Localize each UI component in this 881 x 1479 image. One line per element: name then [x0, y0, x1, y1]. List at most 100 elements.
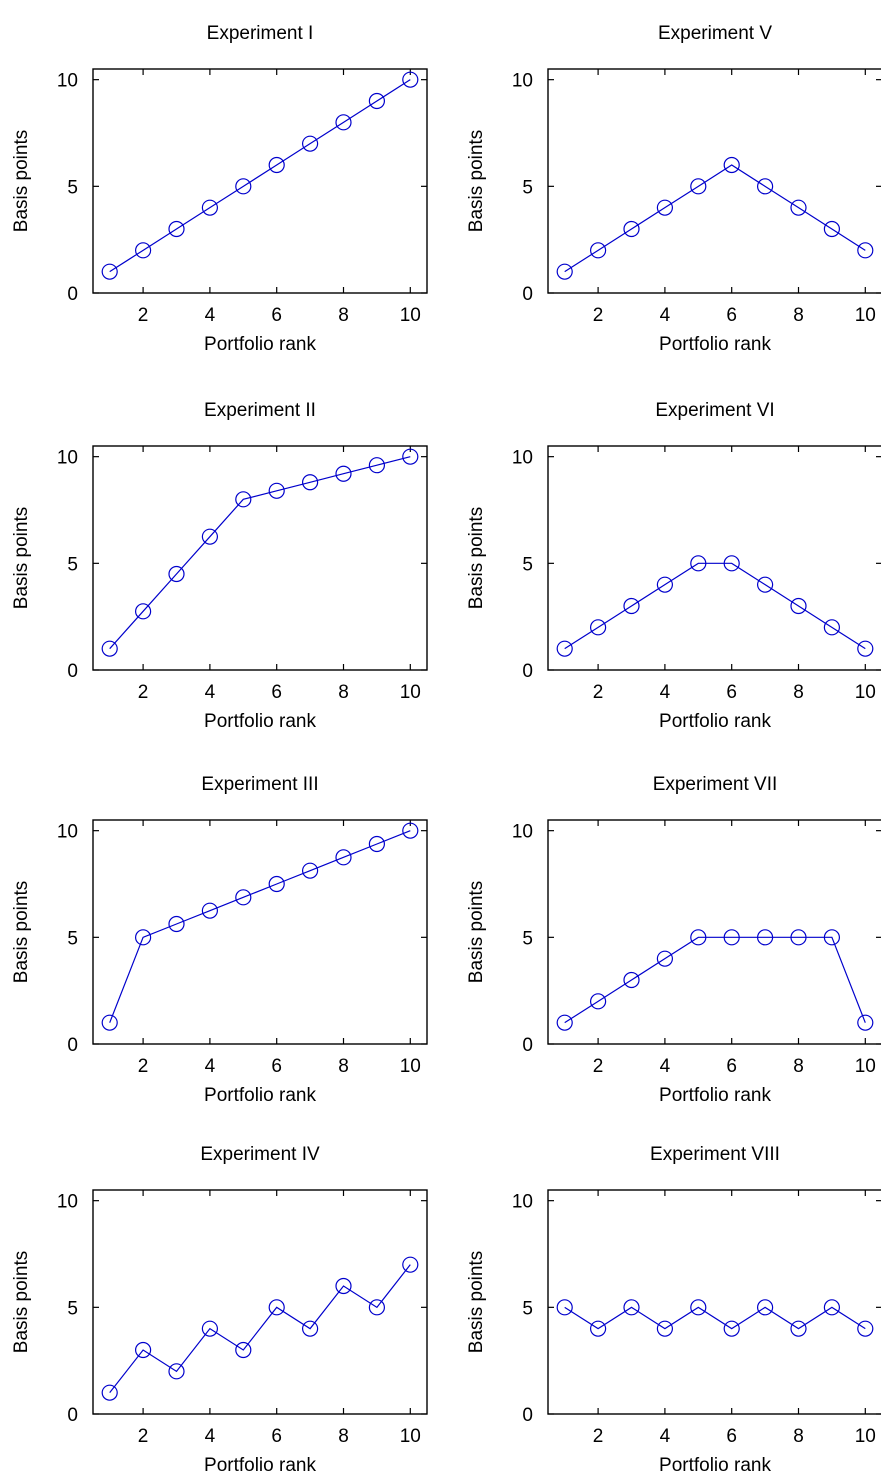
plot-frame: [92, 445, 428, 671]
data-point: [302, 1320, 319, 1337]
x-tick-label: 8: [793, 1056, 804, 1077]
data-point: [723, 555, 740, 572]
y-tick-label: 0: [67, 284, 78, 305]
data-point: [589, 993, 607, 1010]
plot-frame: [547, 68, 881, 294]
data-point: [823, 1299, 841, 1316]
y-axis-label: Basis points: [11, 881, 32, 983]
data-point: [101, 640, 118, 657]
y-tick-label: 5: [522, 177, 533, 198]
data-point: [402, 71, 419, 88]
data-point: [790, 929, 807, 946]
data-point: [656, 199, 674, 216]
x-tick-label: 10: [855, 1056, 876, 1077]
data-point: [723, 1320, 740, 1337]
data-point: [268, 156, 285, 174]
y-tick-label: 5: [67, 177, 78, 198]
data-point: [656, 950, 674, 967]
data-point: [823, 220, 841, 238]
y-tick-label: 5: [522, 928, 533, 949]
data-point: [623, 597, 640, 615]
data-point: [368, 1299, 385, 1316]
data-point: [790, 1320, 807, 1337]
y-tick-label: 0: [522, 1035, 533, 1056]
data-point: [402, 1256, 419, 1273]
plot-frame: [92, 1189, 428, 1415]
x-tick-label: 4: [205, 1056, 216, 1077]
x-tick-label: 8: [793, 682, 804, 703]
x-tick-label: 10: [400, 1056, 421, 1077]
y-tick-label: 5: [522, 554, 533, 575]
x-axis-label: Portfolio rank: [659, 334, 771, 355]
chart-panel-7: Experiment IV 2 4 6 8 10 0 5 10 Portfolio rank Bas…: [11, 1144, 428, 1476]
data-point: [556, 1299, 573, 1316]
y-tick-label: 10: [512, 822, 533, 843]
data-point: [857, 1320, 874, 1337]
chart-panel-1: Experiment I 2 4 6 8 10 0 5 10 Portfolio rank Basi…: [11, 23, 428, 355]
chart-panel-4: Experiment VI 2 4 6 8 10 0 5 10 Portfolio rank Bas…: [466, 400, 881, 732]
x-tick-label: 8: [338, 1426, 349, 1447]
series-line: [564, 1306, 866, 1330]
data-point: [135, 603, 152, 620]
x-tick-label: 2: [138, 1426, 149, 1447]
data-point: [335, 465, 352, 482]
y-tick-label: 0: [522, 284, 533, 305]
data-point: [101, 263, 118, 280]
data-point: [690, 178, 707, 195]
data-point: [556, 640, 573, 657]
data-point: [690, 1299, 707, 1316]
data-point: [656, 576, 674, 593]
y-tick-label: 10: [57, 1192, 78, 1213]
y-axis-label: Basis points: [11, 130, 32, 232]
chart-panel-5: Experiment III 2 4 6 8 10 0 5 10 Portfolio rank Ba…: [11, 774, 428, 1106]
data-point: [135, 1341, 152, 1359]
x-tick-label: 4: [205, 305, 216, 326]
data-point: [589, 619, 607, 636]
x-tick-label: 10: [855, 1426, 876, 1447]
data-point: [168, 915, 185, 933]
x-tick-label: 4: [660, 305, 671, 326]
y-axis-label: Basis points: [11, 1251, 32, 1353]
y-tick-label: 10: [512, 448, 533, 469]
data-point: [335, 849, 352, 866]
x-tick-label: 6: [271, 305, 282, 326]
chart-panel-8: Experiment VIII 2 4 6 8 10 0 5 10 Portfolio rank B…: [466, 1144, 881, 1476]
plot-frame: [547, 819, 881, 1045]
x-tick-label: 10: [400, 1426, 421, 1447]
plot-frame: [547, 1189, 881, 1415]
chart-panel-2: Experiment V 2 4 6 8 10 0 5 10 Portfolio rank Basi…: [466, 23, 881, 355]
data-point: [623, 1299, 640, 1316]
series-line: [564, 562, 866, 650]
data-point: [756, 1299, 774, 1316]
x-tick-label: 8: [793, 1426, 804, 1447]
data-point: [857, 1014, 874, 1031]
data-point: [235, 491, 252, 508]
x-tick-label: 2: [138, 305, 149, 326]
series-line: [109, 1264, 411, 1394]
y-tick-label: 0: [67, 1035, 78, 1056]
x-tick-label: 10: [400, 305, 421, 326]
x-tick-label: 4: [660, 1426, 671, 1447]
series-line: [564, 164, 866, 273]
chart-title: Experiment V: [658, 23, 772, 44]
data-point: [101, 1384, 118, 1401]
x-tick-label: 2: [593, 305, 604, 326]
x-tick-label: 4: [660, 1056, 671, 1077]
y-tick-label: 5: [67, 1298, 78, 1319]
x-axis-label: Portfolio rank: [659, 711, 771, 732]
x-axis-label: Portfolio rank: [204, 334, 316, 355]
x-tick-label: 8: [338, 682, 349, 703]
plot-frame: [92, 68, 428, 294]
chart-panel-6: Experiment VII 2 4 6 8 10 0 5 10 Portfolio rank Ba…: [466, 774, 881, 1106]
data-point: [690, 555, 707, 572]
chart-title: Experiment VIII: [650, 1144, 780, 1165]
x-tick-label: 4: [205, 682, 216, 703]
y-tick-label: 5: [67, 554, 78, 575]
x-tick-label: 2: [138, 682, 149, 703]
data-point: [101, 1014, 118, 1031]
data-point: [402, 822, 419, 839]
data-point: [135, 242, 152, 259]
data-point: [756, 178, 774, 195]
chart-title: Experiment IV: [200, 1144, 320, 1165]
